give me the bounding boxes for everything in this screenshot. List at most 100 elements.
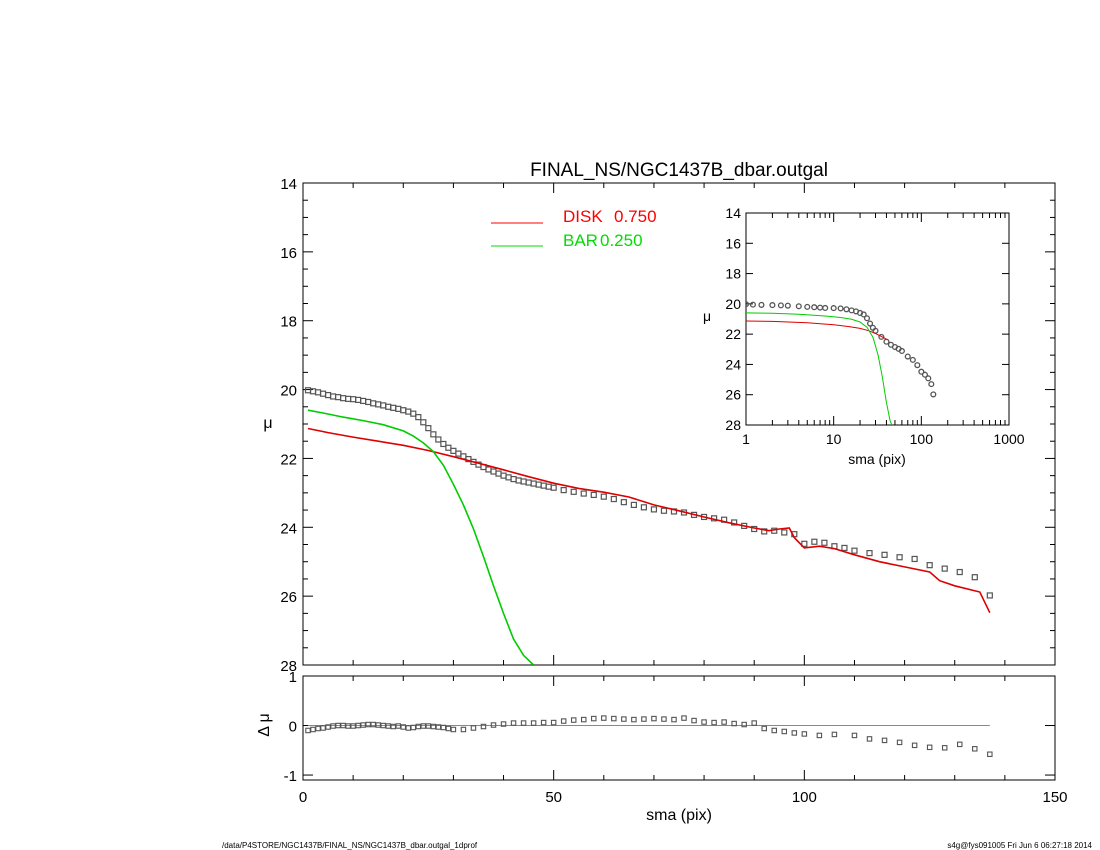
- inset-data-point: [928, 381, 935, 388]
- residual-y-tick-label: 1: [289, 669, 297, 686]
- inset-data-point: [746, 301, 750, 308]
- residual-data-point: [310, 726, 316, 733]
- main-axis-ticks: [302, 182, 1056, 666]
- main-data-point: [971, 574, 978, 581]
- residual-data-point: [570, 717, 577, 723]
- main-y-tick-label: 18: [280, 314, 297, 331]
- residual-data-point: [315, 725, 321, 732]
- main-data-point: [761, 528, 768, 535]
- main-y-tick-label: 14: [280, 176, 297, 193]
- residual-y-axis-label: Δ μ: [256, 713, 273, 736]
- residual-data-point: [926, 744, 933, 751]
- main-data-point: [319, 390, 327, 397]
- residual-data-point: [325, 724, 331, 730]
- residual-data-point: [370, 721, 376, 728]
- main-data-point: [324, 391, 332, 399]
- residual-data-point: [410, 724, 417, 731]
- inset-data-point: [811, 304, 818, 311]
- inset-data-point: [822, 304, 829, 311]
- main-data-point: [410, 410, 417, 417]
- inset-data-point: [904, 353, 911, 360]
- main-data-point: [550, 484, 557, 491]
- x-axis-label: sma (pix): [646, 807, 712, 824]
- residual-data-point: [420, 723, 427, 729]
- inset-x-tick-label: 10: [826, 431, 842, 447]
- residual-data-point: [651, 715, 657, 722]
- main-data-point: [580, 490, 587, 497]
- main-data-point: [851, 547, 858, 554]
- main-data-point: [570, 488, 577, 495]
- inset-y-tick-label: 28: [725, 417, 741, 433]
- residual-data-point: [621, 716, 627, 722]
- main-data-point: [445, 444, 452, 451]
- main-data-point: [495, 470, 502, 477]
- residual-data-point: [691, 717, 697, 724]
- inset-y-axis-label: μ: [703, 308, 711, 324]
- main-data-point: [896, 554, 903, 561]
- inset-data-point: [769, 302, 776, 309]
- inset-x-tick-label: 100: [910, 431, 934, 447]
- inset-data-point: [830, 305, 837, 312]
- inset-y-tick-label: 14: [725, 205, 741, 221]
- residual-data-point: [320, 725, 326, 731]
- legend-bar-value: 0.250: [600, 231, 643, 250]
- inset-data-point: [863, 315, 871, 322]
- residual-y-tick-label: -1: [284, 768, 297, 785]
- residual-data-point: [405, 725, 412, 731]
- residual-data-point: [340, 722, 346, 729]
- inset-y-tick-label: 18: [725, 266, 741, 282]
- main-data-point: [420, 419, 427, 426]
- inset-x-tick-label: 1000: [993, 431, 1024, 447]
- main-data-point: [304, 387, 312, 394]
- inset-y-tick-label: 20: [725, 296, 741, 312]
- main-data-point: [425, 425, 432, 432]
- residual-data-point: [375, 722, 381, 728]
- main-data-point: [510, 475, 517, 483]
- residual-data-point: [911, 742, 918, 749]
- x-tick-label: 0: [299, 789, 307, 806]
- main-data-point: [350, 396, 357, 403]
- main-data-point: [630, 501, 637, 509]
- residual-data-point: [500, 721, 507, 727]
- residual-data-point: [721, 719, 727, 725]
- inset-data-point: [921, 371, 929, 378]
- residual-plot-area: [305, 715, 993, 757]
- residual-data-point: [445, 725, 452, 732]
- main-data-point: [811, 538, 818, 545]
- main-data-point: [911, 555, 918, 563]
- inset-plot-frame: [745, 212, 1010, 426]
- main-data-point: [385, 403, 392, 410]
- main-data-point: [435, 436, 442, 443]
- main-data-point: [590, 491, 597, 499]
- main-data-point: [525, 479, 532, 486]
- residual-data-point: [440, 724, 447, 731]
- main-data-point: [340, 395, 347, 402]
- residual-data-point: [425, 723, 432, 729]
- residual-data-point: [866, 736, 873, 742]
- residual-data-point: [731, 720, 737, 727]
- main-data-point: [540, 482, 547, 489]
- main-data-point: [355, 396, 362, 403]
- residual-data-point: [601, 715, 607, 721]
- residual-data-point: [355, 722, 361, 729]
- main-y-tick-label: 20: [280, 383, 297, 400]
- main-data-point: [660, 507, 668, 514]
- chart-title: FINAL_NS/NGC1437B_dbar.outgal: [530, 160, 828, 181]
- inset-y-tick-label: 26: [725, 387, 741, 403]
- residual-data-point: [350, 723, 356, 729]
- main-data-point: [560, 487, 567, 494]
- residual-data-point: [781, 728, 788, 735]
- inset-data-point: [749, 301, 756, 308]
- residual-data-point: [365, 721, 371, 728]
- residual-data-point: [591, 715, 597, 722]
- inset-x-axis-label: sma (pix): [848, 451, 906, 467]
- main-data-point: [440, 440, 447, 448]
- inset-data-point: [909, 356, 916, 363]
- inset-data-point: [866, 320, 874, 327]
- main-data-point: [390, 404, 397, 411]
- residual-data-point: [671, 716, 677, 723]
- residual-data-point: [681, 715, 687, 721]
- footer-user-timestamp: s4g@fys091005 Fri Jun 6 06:27:18 2014: [947, 841, 1092, 850]
- inset-x-tick-label: 1: [742, 431, 750, 447]
- legend: DISK 0.750 BAR 0.250: [491, 207, 657, 250]
